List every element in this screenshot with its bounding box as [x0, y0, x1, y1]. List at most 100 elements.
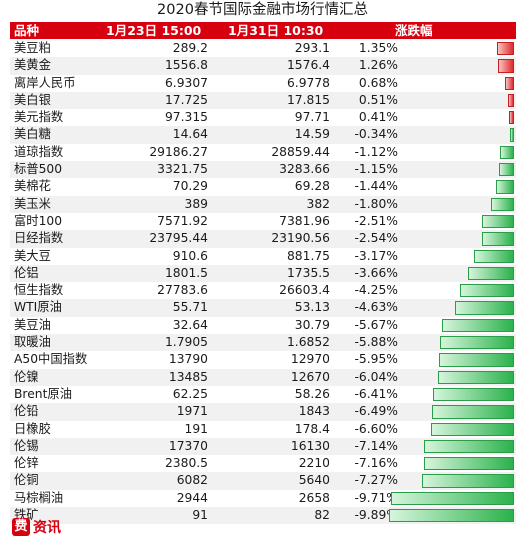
table-body: 美豆粕 289.2 293.1 1.35% 美黄金 1556.8 1576.4 1.26% 离岸…: [10, 40, 516, 525]
row-name: 美白银: [14, 92, 51, 107]
row-change-percent: -7.27%: [354, 473, 398, 488]
row-name: 伦铜: [14, 473, 39, 488]
change-bar-down: [455, 301, 514, 315]
row-value-date2: 1576.4: [286, 58, 330, 73]
table-row: 伦铝 1801.5 1735.5 -3.66%: [10, 264, 516, 283]
row-value-date1: 27783.6: [157, 283, 208, 298]
row-value-date1: 6082: [176, 473, 208, 488]
row-name: 美黄金: [14, 58, 51, 73]
row-value-date1: 2944: [176, 490, 208, 505]
row-value-date2: 30.79: [294, 317, 330, 332]
logo-mark: 费: [12, 518, 30, 536]
row-change-percent: 1.35%: [358, 41, 398, 55]
row-value-date2: 2658: [298, 490, 330, 505]
table-row: 标普500 3321.75 3283.66 -1.15%: [10, 161, 516, 179]
change-bar-down: [437, 370, 514, 384]
change-bar-down: [482, 214, 514, 229]
row-name: 美棉花: [14, 179, 51, 194]
row-name: 富时100: [14, 213, 63, 228]
row-name: 伦铅: [14, 404, 39, 419]
row-change-percent: -6.41%: [354, 386, 398, 401]
row-change-percent: -5.67%: [354, 317, 398, 332]
row-value-date2: 5640: [298, 473, 330, 488]
row-value-date1: 23795.44: [149, 231, 208, 246]
row-change-percent: 0.68%: [358, 75, 398, 90]
row-change-percent: -1.12%: [354, 144, 398, 159]
row-change-percent: -5.88%: [354, 335, 398, 350]
row-value-date1: 289.2: [172, 41, 208, 55]
row-value-date2: 23190.56: [271, 231, 330, 246]
table-row: 美白银 17.725 17.815 0.51%: [10, 91, 516, 110]
change-bar-down: [389, 509, 514, 523]
row-value-date1: 1971: [176, 404, 208, 419]
row-value-date2: 1843: [298, 404, 330, 419]
change-bar-down: [431, 405, 514, 419]
table-row: 日橡胶 191 178.4 -6.60%: [10, 421, 516, 438]
row-name: 道琼指数: [14, 144, 64, 159]
row-value-date1: 910.6: [172, 248, 208, 263]
brand-logo: 费 资讯: [12, 517, 61, 537]
table-row: 日经指数 23795.44 23190.56 -2.54%: [10, 230, 516, 248]
header-date1: 1月23日 15:00: [106, 23, 202, 38]
row-value-date1: 191: [184, 421, 208, 436]
table-row: 美豆油 32.64 30.79 -5.67%: [10, 317, 516, 334]
row-value-date2: 12670: [290, 369, 330, 384]
row-name: 美豆粕: [14, 41, 51, 55]
row-value-date1: 97.315: [164, 110, 208, 125]
change-bar-up: [508, 111, 514, 125]
table-row: 美元指数 97.315 97.71 0.41%: [10, 109, 516, 126]
change-bar-up: [496, 42, 514, 56]
row-value-date1: 1556.8: [164, 58, 208, 73]
row-value-date2: 17.815: [286, 92, 330, 107]
change-bar-down: [499, 145, 514, 160]
change-bar-down: [432, 387, 514, 402]
row-change-percent: -2.54%: [354, 231, 398, 246]
row-value-date2: 82: [314, 508, 330, 523]
change-bar-down: [499, 163, 514, 177]
table-row: 美玉米 389 382 -1.80%: [10, 195, 516, 213]
table-row: 美豆粕 289.2 293.1 1.35%: [10, 40, 516, 57]
row-value-date2: 12970: [290, 352, 330, 367]
change-bar-down: [481, 232, 514, 246]
row-change-percent: 0.41%: [358, 110, 398, 125]
row-change-percent: -4.63%: [354, 300, 398, 315]
table-row: 马棕榈油 2944 2658 -9.71%: [10, 490, 516, 507]
row-change-percent: 1.26%: [358, 58, 398, 73]
row-value-date2: 26603.4: [279, 283, 330, 298]
row-value-date2: 1735.5: [286, 265, 330, 280]
table-row: 离岸人民币 6.9307 6.9778 0.68%: [10, 75, 516, 92]
table-row: 恒生指数 27783.6 26603.4 -4.25%: [10, 282, 516, 299]
row-value-date1: 17.725: [164, 92, 208, 107]
table-row: 伦锌 2380.5 2210 -7.16%: [10, 455, 516, 472]
row-value-date2: 2210: [298, 456, 330, 471]
row-value-date2: 14.59: [294, 127, 330, 142]
row-change-percent: -9.89%: [354, 508, 398, 523]
row-value-date1: 2380.5: [164, 456, 208, 471]
row-value-date1: 13790: [168, 352, 208, 367]
table-row: 富时100 7571.92 7381.96 -2.51%: [10, 213, 516, 230]
logo-word: 资讯: [33, 520, 61, 536]
row-change-percent: -3.66%: [354, 265, 398, 280]
row-value-date2: 28859.44: [271, 144, 330, 159]
change-bar-down: [423, 439, 514, 454]
table-row: 道琼指数 29186.27 28859.44 -1.12%: [10, 144, 516, 161]
change-bar-up: [505, 76, 514, 90]
table-row: 铁矿 91 82 -9.89%: [10, 507, 516, 525]
row-value-date2: 6.9778: [286, 75, 330, 90]
row-name: 美白糖: [14, 127, 51, 142]
table-row: 伦镍 13485 12670 -6.04%: [10, 368, 516, 386]
change-bar-up: [498, 59, 514, 73]
row-name: 伦锌: [14, 456, 39, 471]
row-name: 取暖油: [14, 335, 51, 350]
row-name: 美豆油: [14, 317, 51, 332]
row-change-percent: -0.34%: [354, 127, 398, 142]
change-bar-down: [491, 197, 514, 211]
table-row: 伦锡 17370 16130 -7.14%: [10, 437, 516, 456]
table-header: 品种 1月23日 15:00 1月31日 10:30 涨跌幅: [10, 22, 516, 39]
row-change-percent: -3.17%: [354, 248, 398, 263]
table-row: 伦铜 6082 5640 -7.27%: [10, 472, 516, 490]
row-value-date1: 29186.27: [149, 144, 208, 159]
row-value-date1: 13485: [168, 369, 208, 384]
row-value-date1: 1801.5: [164, 265, 208, 280]
table-row: A50中国指数 13790 12970 -5.95%: [10, 351, 516, 368]
